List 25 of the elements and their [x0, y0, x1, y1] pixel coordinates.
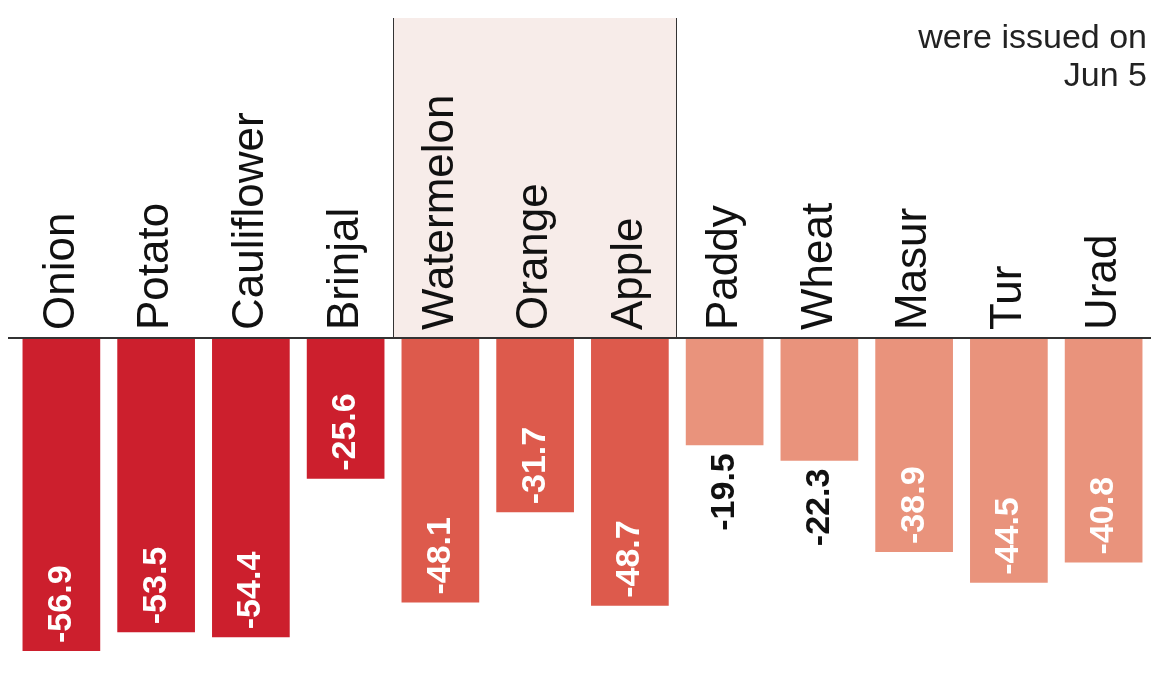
data-label: -19.5 [703, 453, 741, 531]
x-tick-label: Wheat [791, 202, 841, 330]
data-label: -48.1 [418, 517, 457, 595]
data-label: -54.4 [229, 551, 268, 630]
data-label: -25.6 [324, 393, 362, 471]
x-tick-label: Masur [886, 207, 936, 330]
data-label: -48.7 [608, 520, 647, 598]
data-label: -22.3 [797, 468, 836, 547]
x-tick-label: Potato [128, 202, 178, 330]
x-tick-label: Paddy [696, 205, 746, 330]
x-tick-label: Apple [602, 217, 652, 330]
x-tick-label: Tur [981, 265, 1031, 330]
x-tick-label: Orange [507, 183, 557, 330]
data-label: -40.8 [1082, 476, 1120, 555]
x-tick-label: Onion [33, 212, 83, 330]
data-label: -44.5 [987, 497, 1026, 575]
data-label: -53.5 [134, 546, 173, 625]
x-tick-label: Brinjal [317, 207, 367, 330]
data-label: -56.9 [39, 565, 78, 643]
data-label: -38.9 [892, 466, 931, 544]
data-label: -31.7 [513, 426, 552, 505]
x-tick-label: Cauliflower [223, 112, 273, 330]
text: were issued on Jun 5 [917, 17, 1147, 94]
x-tick-label: Watermelon [412, 94, 462, 330]
x-tick-label: Urad [1075, 234, 1125, 330]
